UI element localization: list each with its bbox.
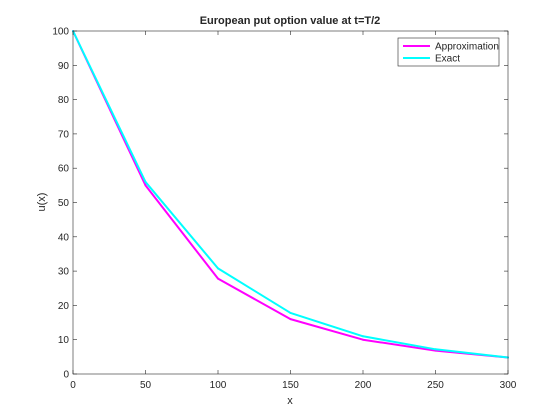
legend-box <box>397 37 500 67</box>
y-axis-title: u(x) <box>36 193 48 212</box>
data-point-exact <box>217 267 219 270</box>
y-tick-label: 10 <box>58 335 70 346</box>
data-point-approximation <box>217 277 219 280</box>
data-point-exact <box>144 180 147 183</box>
y-tick-label: 100 <box>52 27 69 38</box>
data-point-approximation <box>362 338 364 341</box>
x-tick-label: 100 <box>210 380 227 391</box>
x-tick-label: 200 <box>355 380 372 391</box>
y-tick-label: 60 <box>58 164 70 175</box>
plot-area <box>73 31 508 374</box>
chart-title: European put option value at t=T/2 <box>200 15 381 27</box>
y-tick-label: 0 <box>63 370 69 381</box>
data-point-exact <box>434 348 437 351</box>
x-tick-label: 150 <box>282 380 299 391</box>
y-tick-label: 50 <box>58 198 70 209</box>
legend-label-approximation: Approximation <box>435 42 499 53</box>
legend: Approximation Exact <box>397 37 500 67</box>
y-tick-label: 30 <box>58 267 70 278</box>
x-tick-label: 50 <box>140 380 152 391</box>
data-point-approximation <box>289 318 292 321</box>
axes-layer: 0 50 100 150 200 250 300 0 10 20 30 40 50 60 70 80 90 100 <box>52 27 516 392</box>
y-tick-label: 70 <box>58 129 70 140</box>
y-tick-label: 80 <box>58 95 70 106</box>
x-axis-title: x <box>287 395 293 407</box>
data-point-exact <box>289 311 292 314</box>
x-tick-label: 300 <box>500 380 517 391</box>
data-point-exact <box>362 335 364 338</box>
data-point-approximation <box>144 184 147 187</box>
y-tick-label: 40 <box>58 232 70 243</box>
y-tick-label: 90 <box>58 61 70 72</box>
legend-label-exact: Exact <box>435 54 460 65</box>
x-tick-label: 250 <box>427 380 444 391</box>
y-tick-label: 20 <box>58 301 70 312</box>
x-tick-label: 0 <box>70 380 76 391</box>
